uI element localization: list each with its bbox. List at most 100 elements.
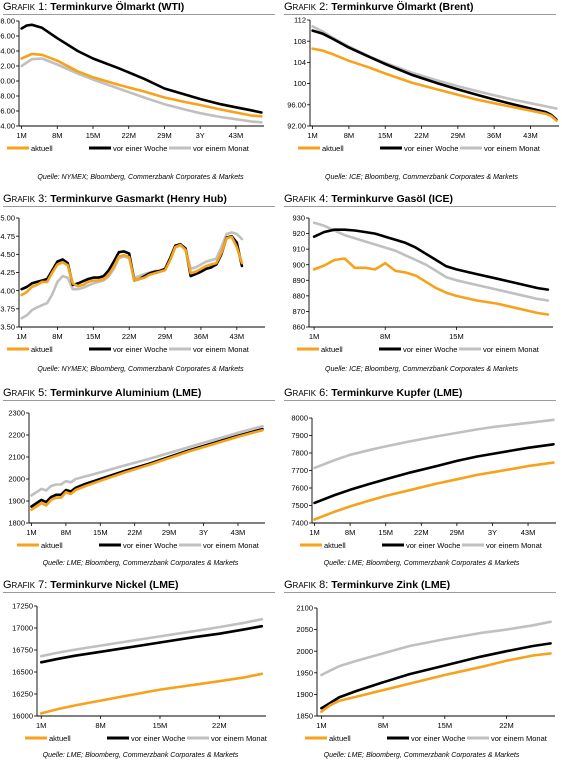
x-tick-label: 3Y — [488, 528, 497, 537]
chart-number: Grafik 5: — [3, 387, 48, 399]
y-tick-label: 1900 — [8, 497, 25, 506]
chart-title-text: Terminkurve Ölmarkt (WTI) — [50, 1, 185, 13]
chart-svg: 92.00 96.00 100 104 108 112 1M 8M 15M 22M 29M 36M 43… — [287, 16, 559, 153]
chart-panel-2: Grafik 2: Terminkurve Ölmarkt (Brent) 92.… — [281, 0, 562, 191]
y-tick-label: 2050 — [296, 625, 313, 634]
chart-title-text: Terminkurve Aluminium (LME) — [50, 387, 202, 399]
chart-title-text: Terminkurve Ölmarkt (Brent) — [331, 1, 474, 13]
series-line-aktuell — [312, 257, 550, 316]
y-tick-label: 920 — [292, 229, 305, 238]
chart-number: Grafik 7: — [3, 579, 48, 591]
x-tick-label: 29M — [158, 332, 173, 341]
y-tick-label: 3.50 — [0, 323, 15, 332]
series-line-monat — [20, 57, 263, 124]
chart-number: Grafik 4: — [284, 193, 329, 205]
x-tick-label: 43M — [523, 131, 538, 140]
series-line-woche — [39, 624, 264, 664]
series-line-woche — [312, 228, 550, 291]
title-rule — [3, 206, 275, 207]
chart-panel-7: Grafik 7: Terminkurve Nickel (LME) 16000 1… — [0, 578, 281, 769]
legend-label-monat: vor einem Monat — [203, 541, 260, 550]
x-tick-label: 8M — [344, 131, 354, 140]
legend-label-monat: vor einem Monat — [211, 734, 268, 743]
series-line-woche — [320, 642, 552, 710]
x-tick-label: 8M — [52, 131, 62, 140]
legend-label-monat: vor einem Monat — [484, 144, 541, 153]
y-tick-label: 17250 — [12, 602, 33, 611]
chart-source: Quelle: NYMEX; Bloomberg, Commerzbank Co… — [37, 174, 244, 181]
chart-title: Grafik 6: Terminkurve Kupfer (LME) — [284, 387, 462, 399]
chart-svg: 16000 16250 16500 16750 17000 17250 1M 8M 15M 22M… — [12, 602, 268, 743]
x-tick-label: 1M — [309, 332, 319, 341]
x-tick-label: 36M — [194, 332, 209, 341]
legend-label-woche: vor einer Woche — [404, 144, 458, 153]
legend-label-aktuell: aktuell — [31, 144, 53, 153]
x-tick-label: 1M — [309, 528, 319, 537]
chart-svg: 1850 1900 1950 2000 2050 2100 1M 8M 15M 22M aktuel… — [296, 604, 555, 743]
y-tick-label: 104 — [293, 58, 306, 67]
legend-label-woche: vor einer Woche — [406, 541, 460, 550]
chart-title-text: Terminkurve Gasöl (ICE) — [331, 193, 454, 205]
title-rule — [284, 206, 556, 207]
x-tick-label: 1M — [16, 131, 26, 140]
x-tick-label: 1M — [307, 131, 317, 140]
x-tick-label: 22M — [414, 528, 429, 537]
chart-svg: 7400 7500 7600 7700 7800 7900 8000 1M 8M 15M 22M 29… — [291, 414, 556, 550]
y-tick-label: 2100 — [296, 604, 313, 613]
title-rule — [284, 400, 556, 401]
title-rule — [3, 592, 275, 593]
legend-label-monat: vor einem Monat — [483, 345, 540, 354]
x-tick-label: 22M — [414, 131, 429, 140]
x-tick-label: 22M — [127, 528, 142, 537]
chart-title: Grafik 8: Terminkurve Zink (LME) — [284, 579, 450, 591]
chart-panel-6: Grafik 6: Terminkurve Kupfer (LME) 7400 75… — [281, 386, 562, 577]
x-tick-label: 22M — [212, 721, 227, 730]
y-tick-label: 3.75 — [0, 304, 15, 313]
chart-title: Grafik 5: Terminkurve Aluminium (LME) — [3, 387, 201, 399]
y-tick-label: 8000 — [291, 414, 308, 423]
chart-source: Quelle: LME; Bloomberg, Commerzbank Corp… — [42, 752, 239, 759]
series-line-aktuell — [20, 52, 263, 118]
title-rule — [3, 400, 275, 401]
chart-source: Quelle: LME; Bloomberg, Commerzbank Corp… — [323, 560, 520, 567]
x-tick-label: 8M — [378, 721, 388, 730]
chart-title: Grafik 2: Terminkurve Ölmarkt (Brent) — [284, 1, 473, 13]
series-line-aktuell — [320, 652, 552, 713]
x-tick-label: 1M — [26, 528, 36, 537]
chart-number: Grafik 6: — [284, 387, 329, 399]
x-tick-label: 1M — [16, 332, 26, 341]
x-tick-label: 1M — [36, 721, 46, 730]
y-tick-label: 860 — [292, 323, 305, 332]
legend-label-aktuell: aktuell — [49, 734, 71, 743]
y-tick-label: 16000 — [12, 712, 33, 721]
y-tick-label: 88.00 — [0, 92, 15, 101]
y-tick-label: 16250 — [12, 690, 33, 699]
x-tick-label: 22M — [499, 721, 514, 730]
chart-panel-1: Grafik 1: Terminkurve Ölmarkt (WTI) 84.00… — [0, 0, 281, 191]
x-tick-label: 1M — [316, 721, 326, 730]
y-tick-label: 92.00 — [287, 122, 306, 131]
chart-source: Quelle: LME; Bloomberg, Commerzbank Corp… — [323, 752, 520, 759]
series-line-woche — [20, 234, 244, 291]
series-line-aktuell — [20, 235, 244, 297]
chart-title-text: Terminkurve Kupfer (LME) — [331, 387, 463, 399]
y-tick-label: 2100 — [8, 453, 25, 462]
y-tick-label: 90.00 — [0, 77, 15, 86]
y-tick-label: 16500 — [12, 668, 33, 677]
y-tick-label: 890 — [292, 276, 305, 285]
series-line-monat — [20, 231, 244, 320]
series-line-monat — [312, 221, 550, 302]
legend-label-aktuell: aktuell — [31, 345, 53, 354]
legend-label-woche: vor einer Woche — [113, 345, 167, 354]
x-tick-label: 22M — [121, 131, 136, 140]
chart-title-text: Terminkurve Gasmarkt (Henry Hub) — [50, 193, 227, 205]
x-tick-label: 29M — [162, 528, 177, 537]
legend-label-aktuell: aktuell — [322, 144, 344, 153]
x-tick-label: 15M — [93, 528, 108, 537]
y-tick-label: 7700 — [291, 466, 308, 475]
y-tick-label: 7500 — [291, 501, 308, 510]
legend-label-woche: vor einer Woche — [113, 144, 167, 153]
title-rule — [284, 592, 556, 593]
x-tick-label: 43M — [521, 528, 536, 537]
chart-title-text: Terminkurve Zink (LME) — [331, 579, 451, 591]
